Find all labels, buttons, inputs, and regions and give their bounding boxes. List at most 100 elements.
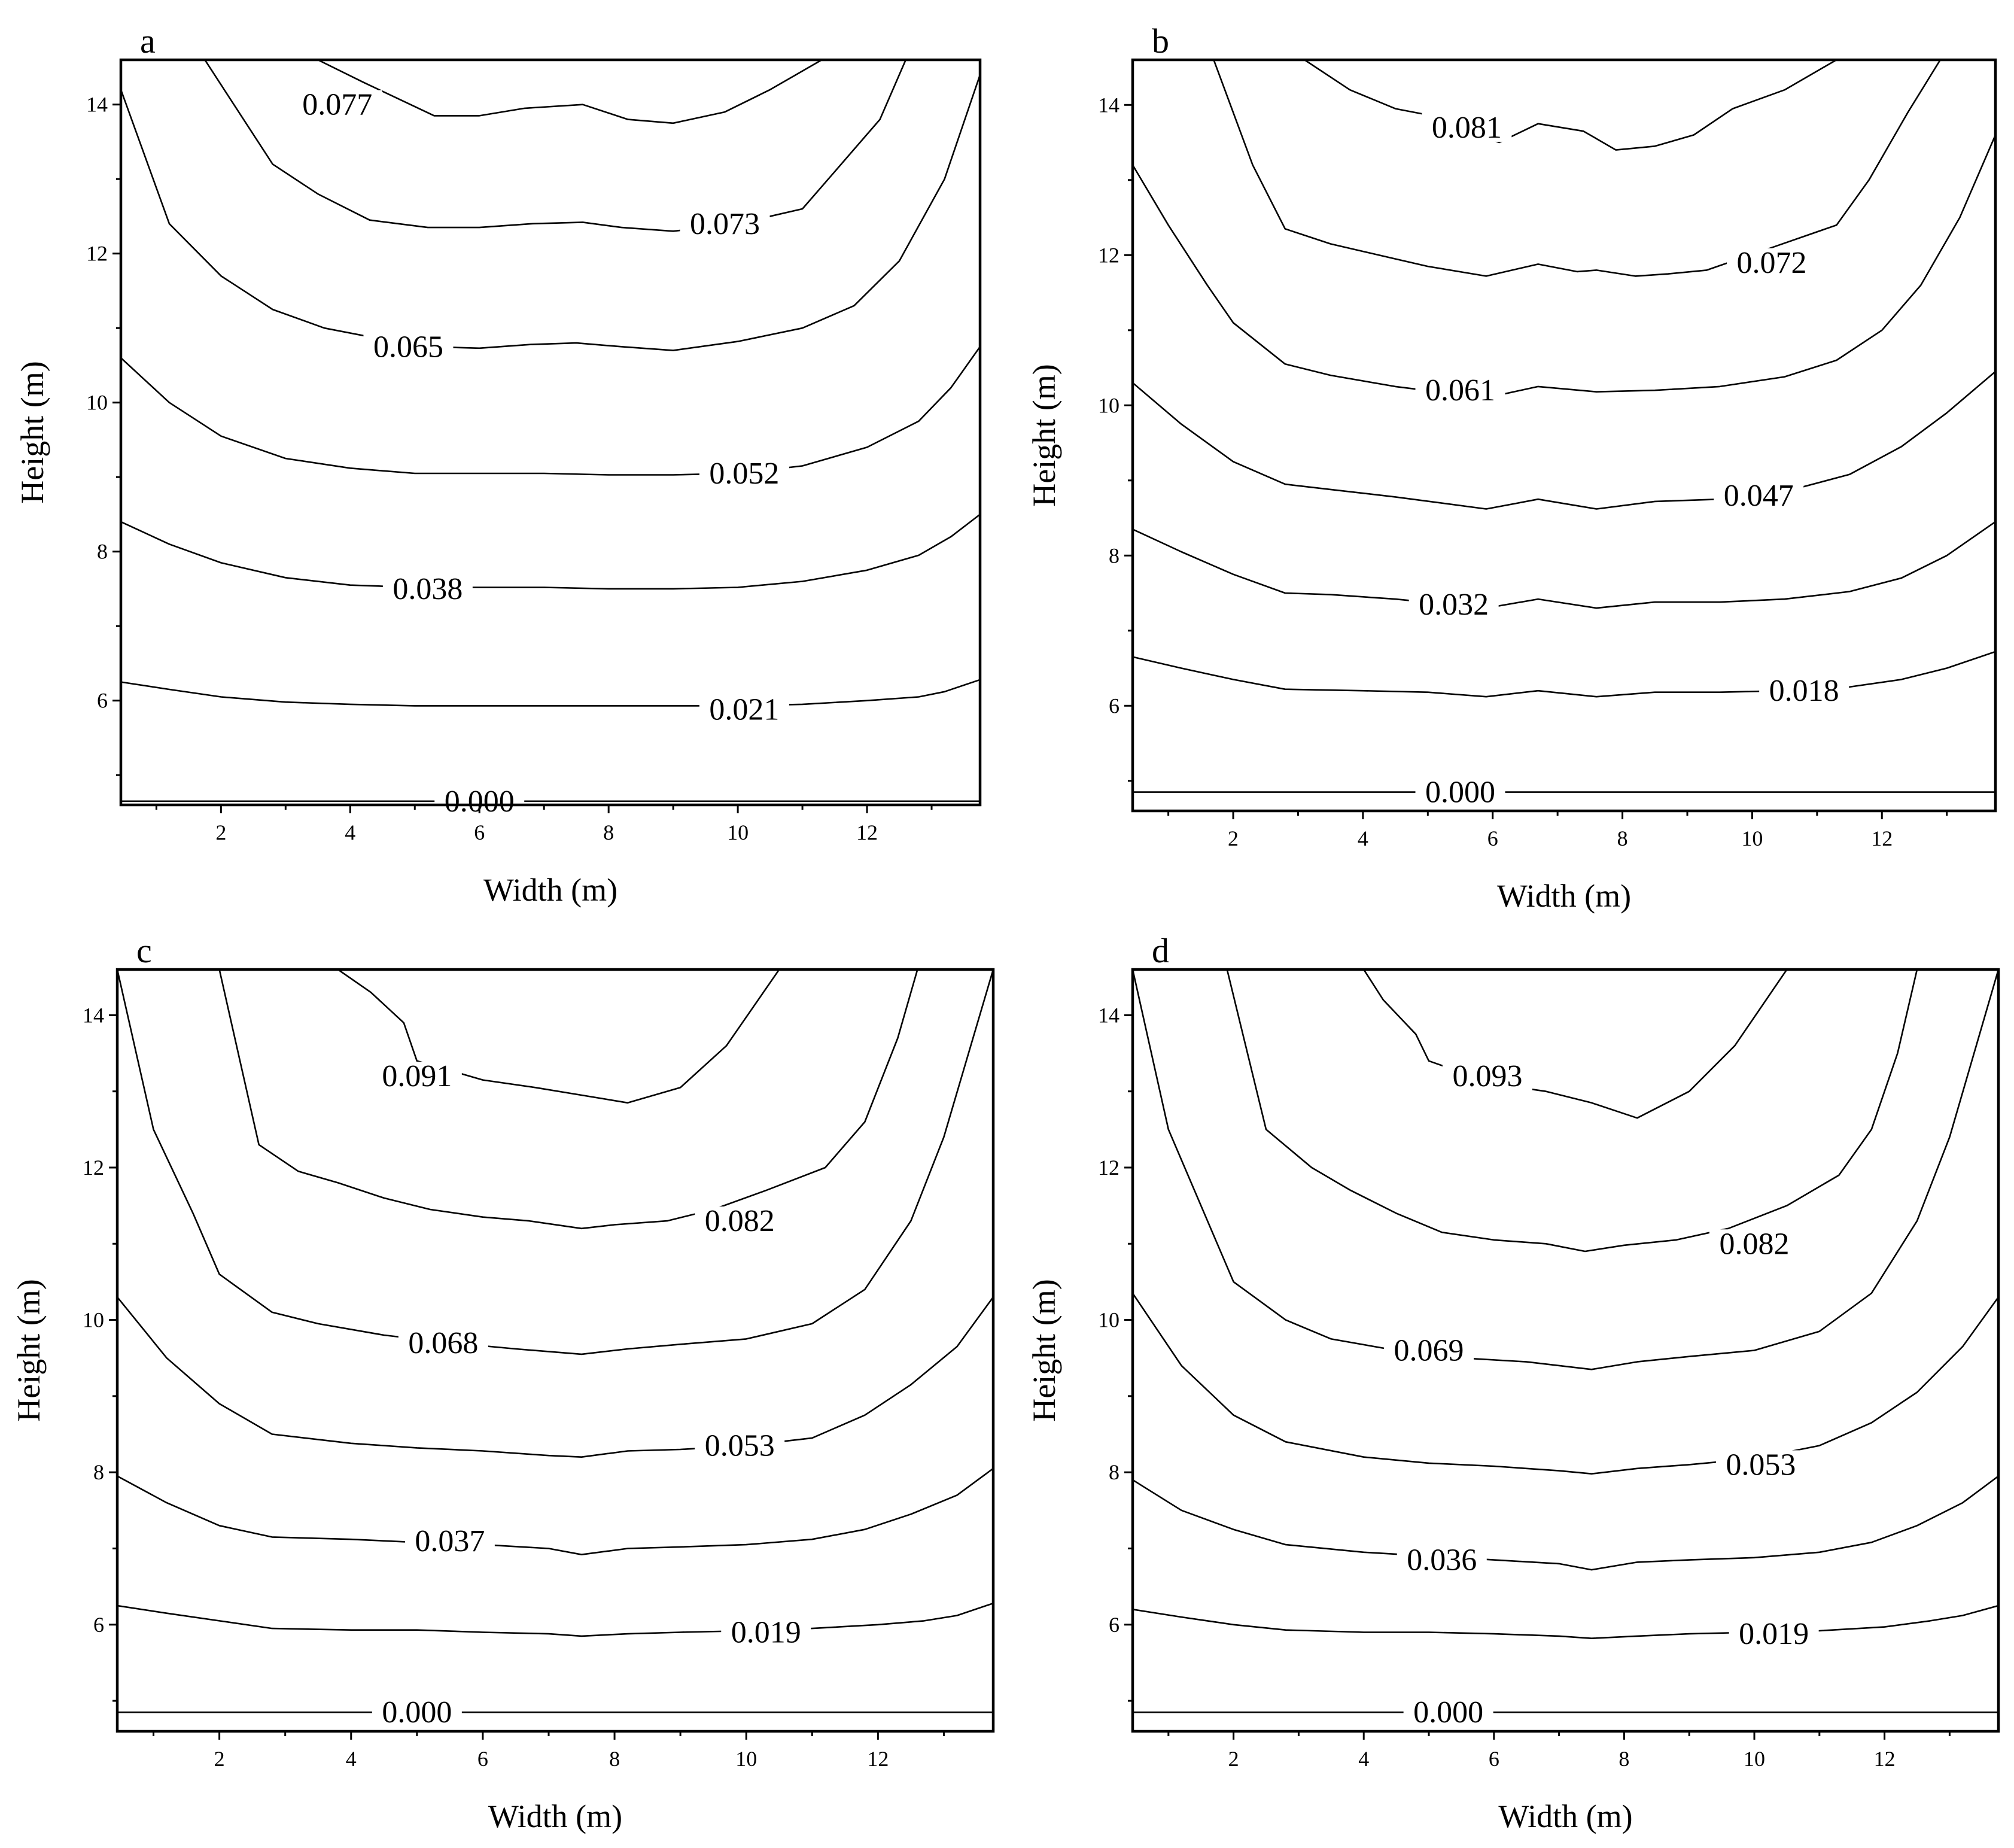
x-tick-label: 6 — [477, 1747, 488, 1771]
x-tick-label: 2 — [1228, 826, 1239, 850]
contour-label-bg — [1714, 481, 1804, 510]
contour-lines — [117, 969, 993, 1713]
x-tick-label: 8 — [603, 820, 614, 844]
y-tick-label: 10 — [83, 1308, 104, 1332]
contour-label-bg — [292, 90, 382, 119]
contour-label: 0.065 — [373, 330, 443, 364]
y-tick-label: 12 — [1098, 243, 1119, 267]
y-tick-label: 12 — [86, 242, 108, 266]
y-tick-label: 6 — [97, 689, 108, 713]
panel-letter: a — [140, 22, 156, 60]
x-tick-label: 4 — [346, 1747, 357, 1771]
y-axis-title: Height (m) — [1026, 364, 1062, 506]
contour-label: 0.021 — [709, 693, 779, 727]
plot-frame — [1131, 58, 1997, 813]
x-tick-label: 8 — [609, 1747, 620, 1771]
x-tick-label: 12 — [1874, 1747, 1896, 1771]
contour-label: 0.068 — [408, 1326, 478, 1360]
y-tick-label: 14 — [1098, 1003, 1119, 1027]
y-tick-label: 8 — [97, 540, 108, 564]
y-axis-title: Height (m) — [11, 1279, 47, 1421]
contour-label-bg — [699, 458, 789, 488]
x-tick-label: 12 — [856, 820, 878, 844]
contour-label-bg — [1709, 1229, 1800, 1259]
contour-line — [117, 1602, 993, 1637]
y-tick-label: 6 — [1109, 1613, 1119, 1637]
x-axis-title: Width (m) — [1498, 1798, 1632, 1834]
contour-line — [117, 1296, 993, 1458]
contour-label-bg — [1442, 1062, 1532, 1091]
contour-line — [1133, 1604, 1998, 1639]
plot-frame — [1131, 968, 2000, 1733]
contour-line — [117, 969, 993, 1355]
x-tick-label: 8 — [1618, 1747, 1629, 1771]
contour-label: 0.047 — [1724, 479, 1794, 513]
x-tick-label: 2 — [214, 1747, 225, 1771]
contour-line — [204, 60, 906, 232]
contour-label: 0.000 — [445, 785, 515, 819]
contour-label: 0.037 — [415, 1524, 485, 1558]
contour-label-bg — [372, 1698, 462, 1727]
x-tick-label: 12 — [867, 1747, 889, 1771]
contour-line — [1133, 134, 1995, 399]
x-tick-label: 2 — [215, 820, 226, 844]
x-tick-label: 12 — [1871, 826, 1893, 850]
contour-label-bg — [699, 695, 789, 724]
contour-label: 0.053 — [1726, 1448, 1796, 1482]
y-tick-label: 8 — [93, 1460, 104, 1484]
x-tick-label: 6 — [474, 820, 485, 844]
contour-label-bg — [398, 1328, 488, 1357]
contour-label-bg — [1397, 1545, 1487, 1575]
contour-label: 0.082 — [705, 1204, 775, 1238]
contour-label: 0.000 — [382, 1695, 452, 1730]
y-tick-label: 10 — [1098, 1308, 1119, 1332]
contour-line — [121, 346, 980, 476]
contour-label-bg — [1408, 589, 1499, 619]
y-tick-label: 10 — [1098, 393, 1119, 417]
x-axis-title: Width (m) — [1497, 878, 1631, 914]
x-tick-label: 10 — [735, 1747, 757, 1771]
contour-line — [121, 513, 980, 590]
contour-label-bg — [1726, 248, 1817, 277]
contour-label-bg — [1403, 1698, 1493, 1727]
y-tick-label: 6 — [1109, 694, 1119, 718]
contour-label: 0.036 — [1407, 1543, 1477, 1578]
x-axis-title: Width (m) — [483, 872, 617, 908]
contour-line — [317, 60, 823, 124]
x-tick-label: 6 — [1487, 826, 1498, 850]
contour-label: 0.077 — [302, 88, 372, 122]
contour-label: 0.052 — [709, 457, 779, 491]
contour-label: 0.069 — [1394, 1334, 1464, 1368]
y-tick-label: 8 — [1109, 543, 1119, 567]
contour-line — [1133, 1293, 1998, 1475]
y-axis-title: Height (m) — [14, 361, 50, 503]
contour-line — [1133, 521, 1995, 609]
plot-frame — [119, 58, 982, 807]
contour-label: 0.000 — [1413, 1695, 1483, 1730]
contour-label-bg — [721, 1618, 811, 1647]
x-tick-label: 8 — [1617, 826, 1628, 850]
contour-label: 0.000 — [1425, 776, 1495, 810]
contour-label: 0.073 — [690, 207, 760, 241]
panel-b: 0.000 0.018 0.032 0.047 0.061 0.072 0.081 2 4 6 8 1… — [1026, 22, 1997, 914]
panel-letter: b — [1152, 22, 1169, 60]
contour-line — [1133, 651, 1995, 698]
contour-label: 0.072 — [1736, 246, 1806, 280]
contour-label: 0.038 — [393, 572, 463, 606]
contour-label-bg — [695, 1206, 785, 1236]
contour-label: 0.053 — [705, 1429, 775, 1463]
contour-line — [1133, 969, 1998, 1370]
y-tick-label: 12 — [1098, 1156, 1119, 1180]
panel-letter: d — [1152, 931, 1169, 970]
panel-c: 0.000 0.019 0.037 0.053 0.068 0.082 0.091 2 4 6 8 1… — [11, 931, 995, 1834]
contour-label: 0.081 — [1432, 111, 1502, 145]
contour-label: 0.082 — [1720, 1227, 1790, 1261]
y-tick-label: 14 — [83, 1003, 104, 1027]
contour-label: 0.019 — [1739, 1617, 1809, 1651]
x-tick-label: 6 — [1489, 1747, 1499, 1771]
contour-label-bg — [382, 574, 473, 603]
contour-label-bg — [1715, 1450, 1806, 1479]
contour-line — [117, 1467, 993, 1555]
y-tick-label: 14 — [1098, 93, 1119, 117]
